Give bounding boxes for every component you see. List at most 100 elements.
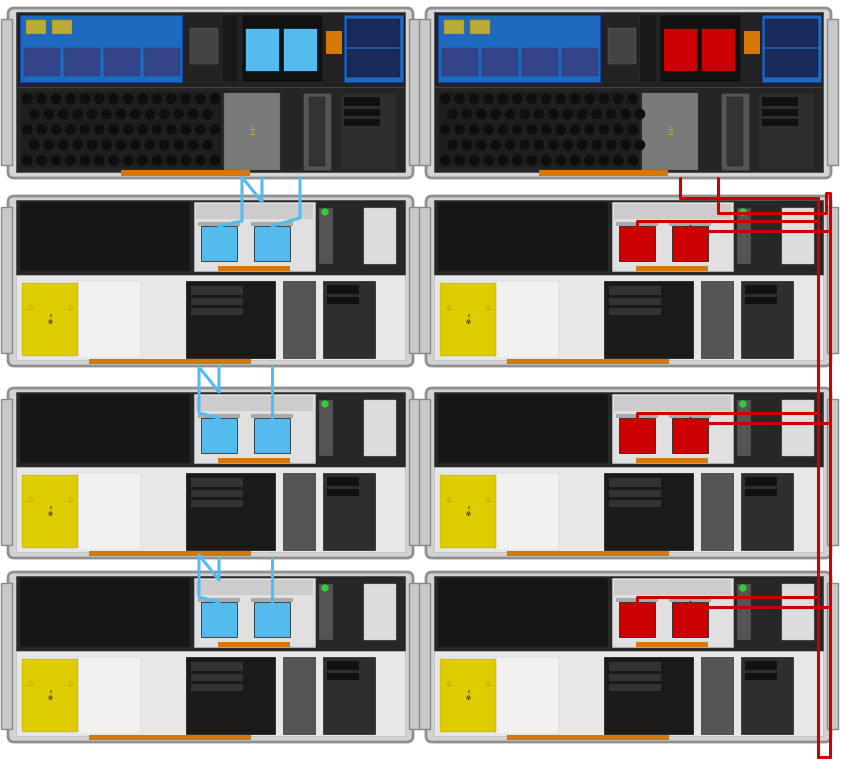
- Bar: [619, 418, 655, 453]
- Bar: [191, 684, 243, 691]
- Bar: [438, 91, 640, 168]
- Text: ⚡
☢: ⚡ ☢: [465, 506, 470, 517]
- Circle shape: [145, 141, 154, 150]
- Circle shape: [462, 141, 471, 150]
- Circle shape: [455, 125, 464, 134]
- Circle shape: [513, 156, 522, 165]
- Circle shape: [527, 94, 536, 103]
- Bar: [1, 399, 12, 545]
- Circle shape: [621, 109, 631, 118]
- Bar: [782, 584, 814, 640]
- Bar: [672, 418, 708, 453]
- Circle shape: [541, 125, 550, 134]
- Bar: [745, 297, 777, 304]
- Bar: [737, 208, 751, 264]
- Circle shape: [599, 94, 609, 103]
- Bar: [745, 477, 777, 486]
- Circle shape: [549, 141, 558, 150]
- Circle shape: [51, 94, 61, 103]
- Circle shape: [37, 94, 46, 103]
- Bar: [327, 489, 359, 496]
- Bar: [327, 477, 359, 486]
- Bar: [323, 657, 375, 734]
- Bar: [444, 20, 464, 34]
- Bar: [440, 475, 496, 548]
- Bar: [198, 598, 240, 602]
- Bar: [482, 48, 518, 76]
- Circle shape: [556, 125, 566, 134]
- Bar: [319, 400, 333, 456]
- Bar: [434, 12, 823, 87]
- Bar: [22, 659, 78, 732]
- Bar: [251, 414, 293, 418]
- Circle shape: [23, 94, 32, 103]
- Bar: [612, 394, 733, 463]
- Bar: [20, 578, 190, 647]
- Circle shape: [585, 94, 594, 103]
- Circle shape: [124, 125, 133, 134]
- Bar: [636, 266, 708, 271]
- Bar: [20, 15, 182, 82]
- Bar: [669, 598, 711, 602]
- Bar: [186, 281, 275, 358]
- Circle shape: [484, 156, 493, 165]
- Bar: [340, 93, 396, 170]
- Bar: [762, 97, 798, 106]
- FancyBboxPatch shape: [8, 388, 413, 558]
- Bar: [438, 578, 608, 647]
- Bar: [409, 207, 420, 353]
- Bar: [539, 170, 668, 176]
- Text: ⚠: ⚠: [484, 495, 491, 504]
- Circle shape: [484, 125, 493, 134]
- Bar: [1, 19, 12, 165]
- Circle shape: [506, 141, 515, 150]
- Bar: [612, 578, 733, 647]
- Bar: [198, 222, 240, 226]
- Circle shape: [23, 125, 32, 134]
- Circle shape: [506, 109, 515, 118]
- Circle shape: [621, 141, 631, 150]
- Bar: [419, 583, 430, 729]
- Circle shape: [606, 109, 615, 118]
- Circle shape: [110, 125, 118, 134]
- Circle shape: [51, 156, 61, 165]
- Circle shape: [203, 109, 212, 118]
- Bar: [347, 19, 400, 47]
- Circle shape: [491, 141, 501, 150]
- Circle shape: [549, 109, 558, 118]
- Bar: [251, 598, 293, 602]
- Circle shape: [51, 125, 61, 134]
- Text: ⚠
⚠: ⚠ ⚠: [250, 125, 255, 137]
- Text: ⚠: ⚠: [444, 679, 452, 688]
- Bar: [636, 458, 708, 463]
- Circle shape: [571, 156, 580, 165]
- Circle shape: [210, 125, 219, 134]
- Bar: [762, 109, 798, 116]
- Circle shape: [167, 94, 176, 103]
- Bar: [16, 275, 405, 360]
- Circle shape: [73, 109, 83, 118]
- Circle shape: [145, 109, 154, 118]
- Bar: [442, 48, 478, 76]
- Bar: [507, 551, 669, 556]
- Text: ⚠: ⚠: [444, 495, 452, 504]
- Bar: [609, 298, 661, 305]
- Bar: [438, 15, 600, 82]
- Bar: [744, 31, 760, 54]
- Bar: [194, 394, 315, 463]
- Circle shape: [498, 156, 507, 165]
- Circle shape: [23, 156, 32, 165]
- Bar: [440, 283, 496, 356]
- Text: ⚠: ⚠: [67, 303, 73, 312]
- Bar: [614, 580, 731, 595]
- Circle shape: [210, 156, 219, 165]
- Bar: [609, 308, 661, 315]
- Bar: [16, 200, 405, 275]
- Circle shape: [124, 94, 133, 103]
- Bar: [20, 202, 190, 271]
- Text: ⚠: ⚠: [26, 303, 34, 312]
- Bar: [245, 28, 279, 71]
- Circle shape: [94, 125, 104, 134]
- Circle shape: [636, 141, 645, 150]
- Circle shape: [556, 94, 566, 103]
